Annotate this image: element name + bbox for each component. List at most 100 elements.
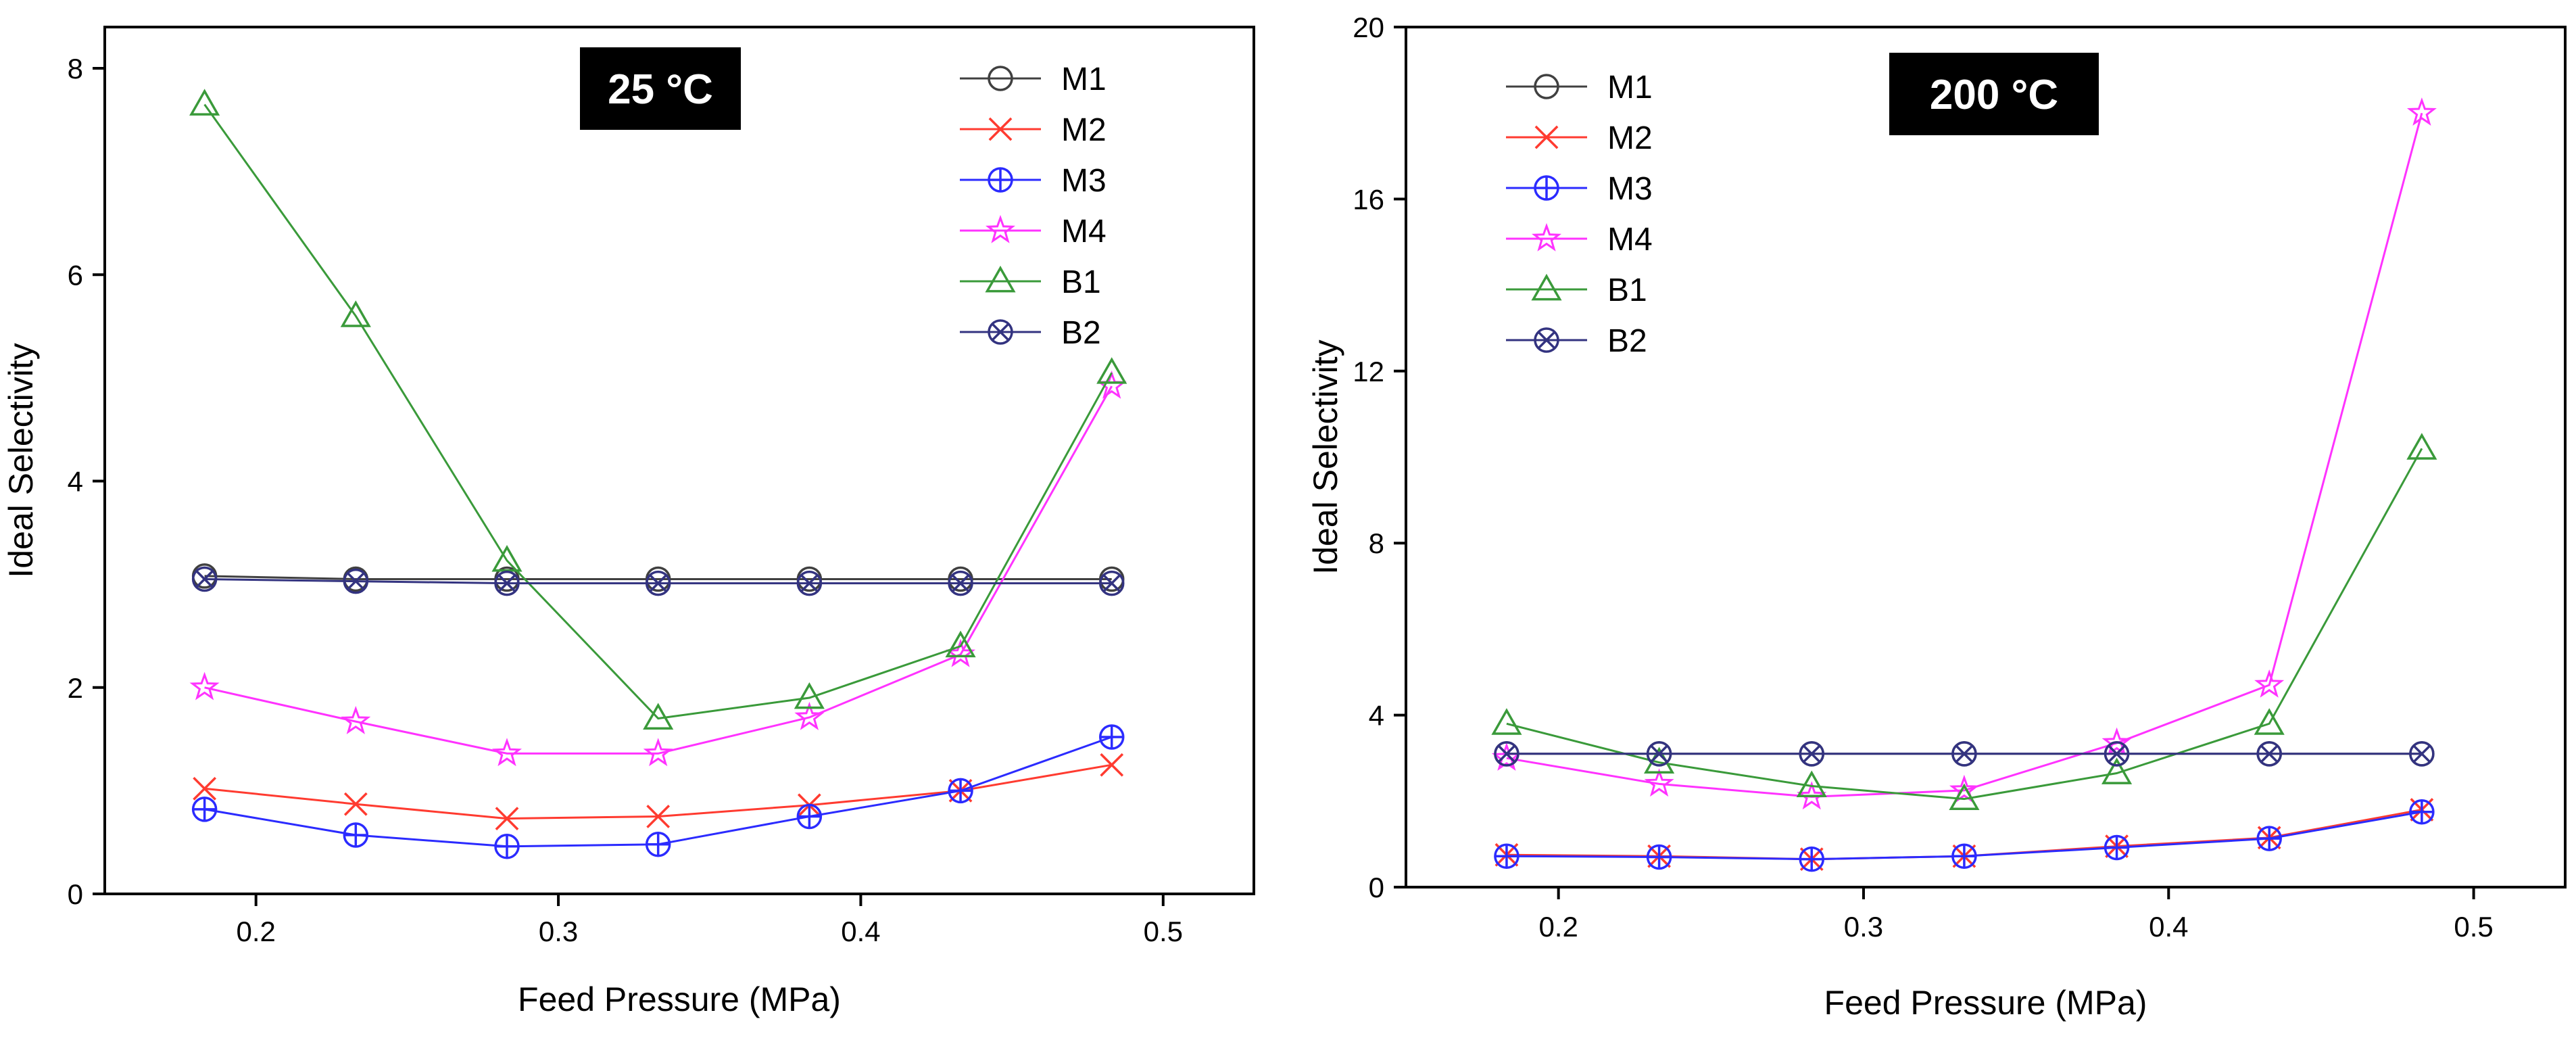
marker-circle — [988, 66, 1013, 91]
marker-circle-x — [796, 570, 823, 596]
marker-plus — [646, 832, 670, 856]
marker-plus — [2410, 800, 2433, 824]
legend-label: M4 — [1607, 222, 1653, 258]
marker-triangle — [1531, 273, 1562, 301]
marker-circle-x — [2409, 741, 2435, 767]
marker-plus — [949, 779, 973, 803]
marker-x — [343, 792, 368, 816]
y-tick-label: 2 — [68, 672, 83, 704]
marker-cross — [195, 570, 214, 588]
marker-cross — [497, 574, 516, 593]
marker-star — [2406, 97, 2437, 126]
marker-star — [2254, 669, 2285, 698]
marker-cross — [800, 574, 819, 593]
legend-item-M4: M4 — [1506, 222, 1653, 258]
marker-cross — [346, 572, 365, 591]
legend-item-M2: M2 — [960, 112, 1107, 148]
marker-triangle — [1796, 770, 1827, 797]
marker-plus — [344, 824, 368, 847]
marker-cross — [649, 574, 668, 593]
series-line — [204, 575, 1112, 580]
x-tick-label: 0.3 — [539, 916, 578, 947]
marker-circle-x — [988, 319, 1013, 345]
marker-cross — [1955, 744, 1974, 763]
marker-triangle — [2101, 757, 2133, 784]
y-tick-label: 0 — [1369, 872, 1384, 903]
legend-label: M1 — [1061, 62, 1107, 97]
title-box — [1889, 53, 2099, 135]
legend-item-B1: B1 — [960, 264, 1101, 300]
marker-x — [988, 117, 1013, 141]
x-tick-label: 0.5 — [2454, 911, 2493, 943]
series-M4 — [1491, 97, 2437, 810]
marker-circle-x — [1534, 327, 1559, 353]
marker-cross — [1537, 331, 1556, 350]
marker-cross — [1650, 744, 1669, 763]
marker-circle-x — [645, 570, 671, 596]
marker-triangle — [340, 300, 371, 327]
legend-item-M4: M4 — [960, 214, 1107, 250]
marker-triangle — [189, 89, 220, 116]
title-box — [580, 47, 741, 130]
marker-plus — [1952, 845, 1976, 868]
marker-plus — [2258, 827, 2281, 851]
marker-cross — [951, 574, 970, 593]
series-line — [203, 103, 1113, 720]
marker-circle-x — [1646, 741, 1672, 767]
marker-triangle — [985, 265, 1016, 293]
legend-label: B2 — [1607, 323, 1647, 359]
legend: M1 M2 M3 M4 B1 B2 — [960, 62, 1107, 351]
marker-star — [1644, 768, 1674, 797]
marker-star — [643, 738, 673, 767]
y-axis-label: Ideal Selectivity — [1307, 339, 1344, 574]
marker-circle-x — [1799, 741, 1824, 767]
marker-star — [1532, 222, 1561, 252]
legend-item-M1: M1 — [1506, 70, 1653, 105]
y-tick-label: 12 — [1353, 356, 1384, 387]
marker-triangle — [1949, 783, 1980, 811]
marker-circle-x — [1494, 741, 1520, 767]
marker-circle-x — [343, 568, 369, 594]
series-M4 — [189, 370, 1127, 767]
legend-label: M3 — [1061, 163, 1107, 199]
marker-star — [492, 738, 522, 767]
marker-circle-x — [494, 570, 520, 596]
marker-x — [1534, 125, 1559, 149]
y-tick-label: 8 — [1369, 527, 1384, 559]
marker-circle — [1534, 74, 1559, 99]
marker-plus — [1647, 845, 1671, 869]
series-B2 — [1494, 741, 2435, 767]
marker-cross — [1497, 744, 1516, 763]
marker-plus — [1800, 847, 1824, 871]
marker-x — [646, 805, 671, 828]
x-tick-label: 0.4 — [841, 916, 880, 947]
legend-item-M1: M1 — [960, 62, 1107, 97]
x-axis-label: Feed Pressure (MPa) — [518, 980, 841, 1018]
marker-triangle — [794, 682, 825, 709]
marker-cross — [2412, 744, 2431, 763]
marker-triangle — [945, 630, 976, 658]
series-B1 — [1491, 433, 2437, 811]
series-B1 — [189, 89, 1127, 730]
y-axis-label: Ideal Selectivity — [2, 343, 40, 577]
marker-circle-x — [1098, 570, 1125, 596]
plot-frame — [1405, 26, 2567, 888]
chart-1: 0.2 0.3 0.4 0.5 0 2 4 6 8 Feed Pressure (MPa) Idea… — [2, 26, 1255, 1018]
marker-circle-x — [948, 570, 973, 596]
marker-triangle — [1096, 357, 1127, 384]
marker-plus — [193, 797, 216, 821]
legend-label: M2 — [1061, 112, 1107, 148]
y-tick-label: 0 — [68, 878, 83, 910]
series-line — [1506, 112, 2423, 798]
x-tick-label: 0.3 — [1844, 911, 1883, 943]
y-tick-label: 4 — [68, 466, 83, 498]
chart-title: 200 °C — [1930, 72, 2058, 118]
marker-star — [986, 214, 1015, 243]
legend-item-M3: M3 — [960, 163, 1107, 199]
series-line — [1506, 448, 2423, 801]
marker-x — [1100, 753, 1124, 777]
legend-label: M3 — [1607, 171, 1653, 207]
marker-triangle — [1491, 708, 1522, 735]
